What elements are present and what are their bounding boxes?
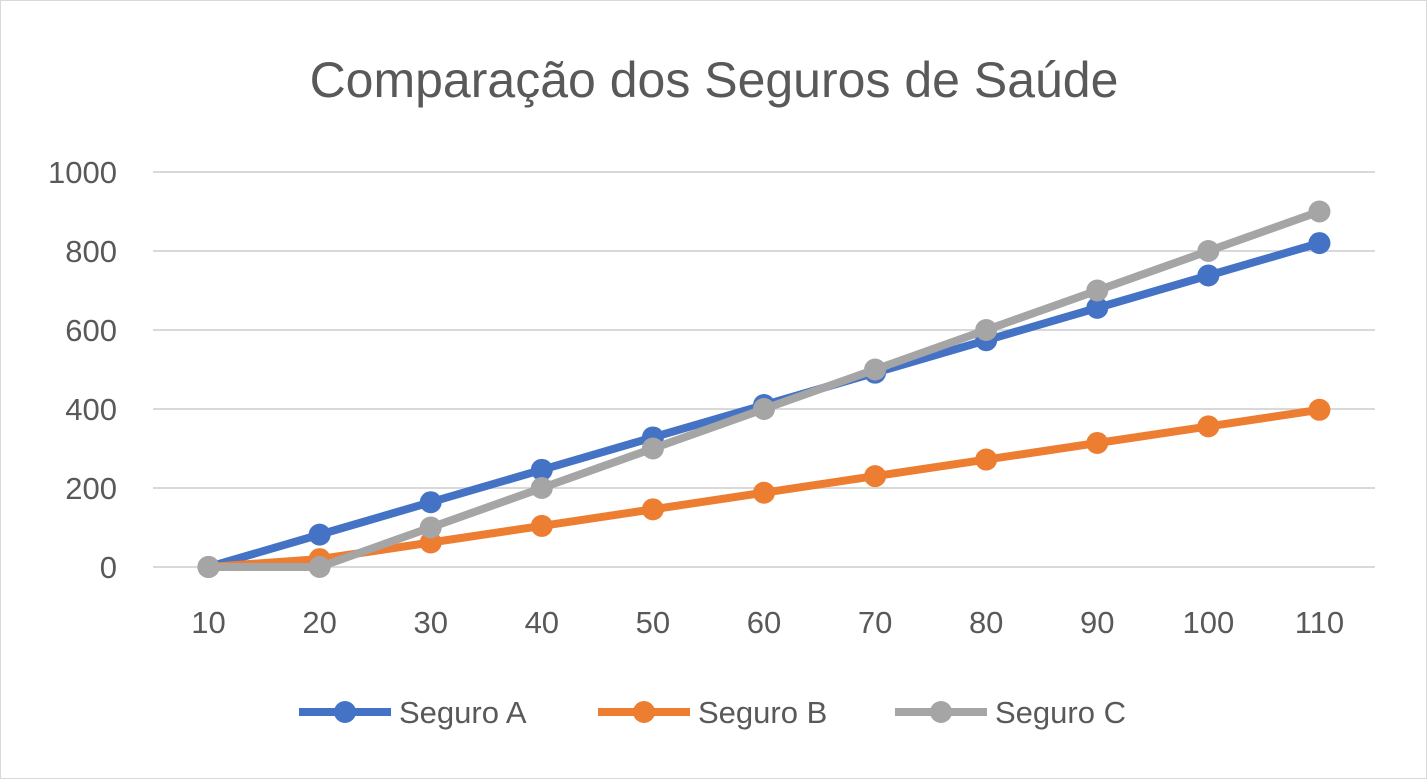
legend-label: Seguro B: [698, 695, 827, 730]
y-tick-label: 0: [100, 550, 117, 585]
data-point: [753, 398, 775, 420]
y-tick-label: 200: [65, 471, 117, 506]
data-point: [530, 477, 553, 499]
x-tick-label: 40: [525, 605, 559, 640]
x-tick-label: 100: [1182, 605, 1234, 640]
x-tick-label: 80: [969, 605, 1003, 640]
x-tick-label: 30: [413, 605, 447, 640]
x-axis-ticks: 10 20 30 40 50 60 70 80 90 100 110: [191, 605, 1344, 640]
legend-item: Seguro B: [598, 695, 827, 730]
legend-marker: [633, 701, 655, 723]
data-point: [530, 458, 553, 481]
x-tick-label: 70: [858, 605, 892, 640]
legend: Seguro A Seguro B Seguro C: [299, 695, 1126, 730]
data-point: [1197, 240, 1220, 262]
data-point: [975, 448, 998, 471]
data-point: [1197, 415, 1220, 438]
data-point: [419, 516, 442, 539]
data-point: [197, 556, 220, 578]
y-tick-label: 400: [65, 392, 117, 427]
x-tick-label: 10: [191, 605, 225, 640]
y-axis-ticks: 0 200 400 600 800 1000: [48, 155, 117, 585]
y-tick-label: 800: [65, 234, 117, 269]
data-point: [864, 358, 887, 381]
series-seguro-c: [197, 200, 1331, 578]
gridlines: [153, 171, 1375, 568]
data-point: [1086, 279, 1109, 302]
data-point: [530, 514, 553, 537]
data-point: [308, 556, 331, 578]
legend-item: Seguro C: [895, 695, 1126, 730]
data-point: [308, 523, 331, 546]
legend-label: Seguro C: [995, 695, 1126, 730]
legend-item: Seguro A: [299, 695, 527, 730]
data-point: [641, 437, 664, 460]
data-point: [1086, 431, 1109, 454]
legend-label: Seguro A: [399, 695, 527, 730]
x-tick-label: 110: [1295, 605, 1344, 640]
data-point: [641, 498, 664, 521]
data-point: [1308, 232, 1331, 255]
legend-marker: [930, 701, 952, 723]
x-tick-label: 20: [302, 605, 336, 640]
x-tick-label: 60: [747, 605, 781, 640]
data-point: [1308, 398, 1331, 421]
y-tick-label: 600: [65, 313, 117, 348]
legend-marker: [334, 701, 356, 723]
data-point: [1086, 296, 1109, 319]
x-tick-label: 90: [1080, 605, 1114, 640]
x-tick-label: 50: [636, 605, 670, 640]
data-point: [1308, 200, 1331, 223]
series-line: [204, 207, 1324, 571]
chart-title: Comparação dos Seguros de Saúde: [310, 52, 1119, 108]
data-point: [1197, 264, 1220, 287]
y-tick-label: 1000: [48, 155, 117, 190]
data-point: [419, 491, 442, 514]
data-point: [864, 465, 887, 488]
data-point: [975, 319, 998, 341]
series-lines: [197, 200, 1331, 578]
data-point: [753, 481, 775, 504]
